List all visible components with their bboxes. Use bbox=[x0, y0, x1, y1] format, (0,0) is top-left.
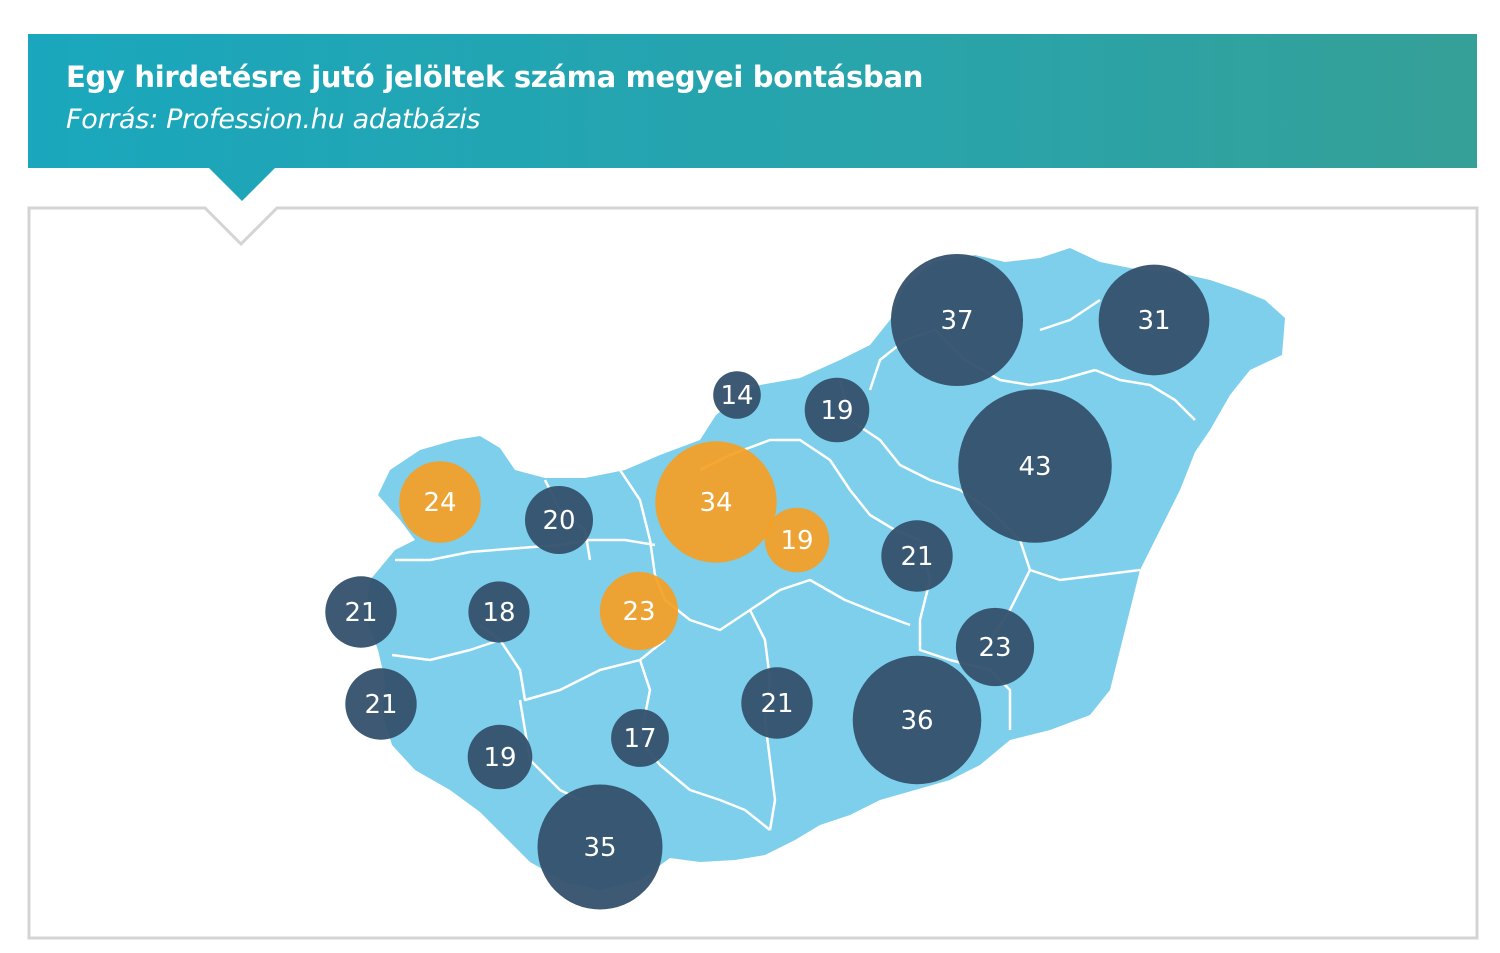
county-bubble-label: 23 bbox=[978, 633, 1011, 663]
county-bubble-label: 43 bbox=[1018, 452, 1051, 482]
county-bubble bbox=[955, 607, 1035, 687]
county-bubble-label: 24 bbox=[423, 488, 456, 518]
map-frame bbox=[27, 206, 1479, 940]
header-banner: Egy hirdetésre jutó jelöltek száma megye… bbox=[28, 34, 1477, 168]
county-bubble bbox=[611, 709, 669, 767]
county-bubble bbox=[399, 461, 481, 543]
county-bubble-label: 37 bbox=[940, 306, 973, 336]
county-bubble bbox=[804, 377, 870, 443]
county-bubble-label: 23 bbox=[622, 597, 655, 627]
county-bubble-label: 21 bbox=[900, 542, 933, 572]
county-bubble-label: 19 bbox=[780, 526, 813, 556]
county-bubble bbox=[741, 667, 813, 739]
county-bubble bbox=[890, 253, 1024, 387]
county-bubble bbox=[881, 520, 953, 592]
county-bubble-label: 31 bbox=[1137, 306, 1170, 336]
county-bubble-label: 19 bbox=[483, 743, 516, 773]
county-bubble-label: 20 bbox=[542, 506, 575, 536]
county-bubble bbox=[467, 724, 533, 790]
county-bubble bbox=[958, 389, 1112, 543]
county-bubble bbox=[713, 371, 761, 419]
county-bubble bbox=[468, 581, 530, 643]
county-bubble-label: 34 bbox=[699, 488, 732, 518]
county-bubble bbox=[1098, 264, 1210, 376]
header-pointer bbox=[208, 167, 276, 201]
hungary-map-shape bbox=[365, 248, 1285, 890]
county-bubble bbox=[525, 486, 593, 554]
county-bubble-label: 17 bbox=[623, 724, 656, 754]
county-bubble-label: 19 bbox=[820, 396, 853, 426]
chart-source: Forrás: Profession.hu adatbázis bbox=[66, 104, 481, 135]
county-bubble bbox=[325, 576, 397, 648]
bubble-layer: 37 31 14 19 43 34 24 20 19 21 21 18 23 23 21 21 36 19 17 35 bbox=[325, 253, 1210, 910]
county-bubble bbox=[852, 655, 982, 785]
county-bubble bbox=[599, 571, 679, 651]
county-borders bbox=[391, 298, 1196, 831]
county-bubble bbox=[764, 507, 830, 573]
county-bubble bbox=[537, 784, 663, 910]
county-bubble-label: 21 bbox=[760, 689, 793, 719]
county-bubble-label: 21 bbox=[344, 598, 377, 628]
county-bubble-label: 36 bbox=[900, 706, 933, 736]
county-bubble bbox=[345, 668, 417, 740]
county-bubble-label: 21 bbox=[364, 690, 397, 720]
county-bubble-label: 14 bbox=[720, 381, 753, 411]
county-bubble-label: 35 bbox=[583, 833, 616, 863]
county-bubble bbox=[655, 441, 777, 563]
county-bubble-label: 18 bbox=[482, 598, 515, 628]
chart-title: Egy hirdetésre jutó jelöltek száma megye… bbox=[66, 60, 924, 94]
